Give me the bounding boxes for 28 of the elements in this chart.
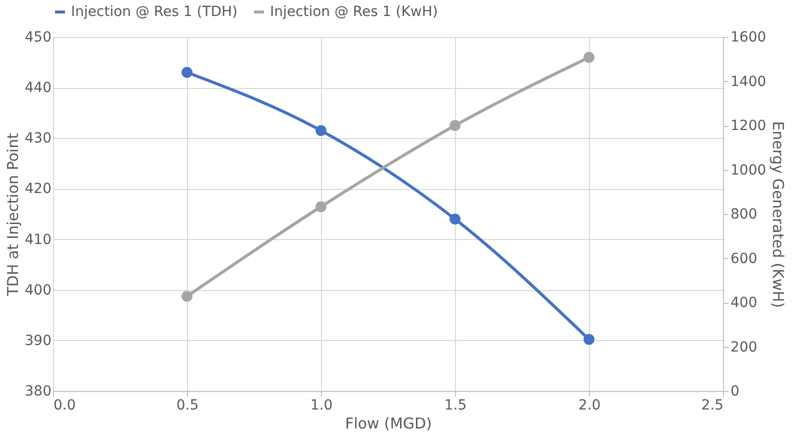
y-tick-label: 440 — [24, 80, 52, 96]
legend-label: Injection @ Res 1 (KwH) — [270, 4, 438, 20]
y-axis-title: TDH at Injection Point — [4, 132, 22, 297]
y-tick-label: 390 — [24, 332, 52, 349]
y2-tick-label: 0 — [730, 384, 740, 400]
y2-tick-label: 1400 — [730, 74, 766, 90]
x-tick-label: 1.5 — [444, 398, 467, 414]
y2-tick-label: 1600 — [730, 30, 766, 46]
y2-axis-title: Energy Generated (KwH) — [769, 121, 788, 308]
x-axis-title: Flow (MGD) — [345, 414, 432, 432]
y-tick-label: 380 — [24, 384, 52, 400]
y2-tick-label: 800 — [730, 206, 758, 222]
x-tick-label: 2.0 — [578, 398, 601, 414]
y-tick-label: 450 — [24, 30, 52, 46]
y2-tick-label: 1000 — [730, 162, 766, 178]
y2-tick-label: 200 — [730, 339, 758, 356]
y-tick-label: 420 — [24, 181, 52, 198]
x-tick-label: 0.0 — [54, 398, 76, 414]
x-tick-label: 2.5 — [701, 398, 724, 414]
x-tick-label: 0.5 — [176, 398, 199, 414]
y2-tick-label: 1200 — [730, 118, 766, 134]
legend-label: Injection @ Res 1 (TDH) — [71, 4, 238, 20]
y2-tick-label: 600 — [730, 250, 758, 267]
y-tick-label: 400 — [24, 282, 52, 298]
x-tick-label: 1.0 — [310, 398, 333, 414]
y-tick-label: 430 — [24, 130, 52, 147]
y-tick-label: 410 — [24, 232, 52, 248]
y2-tick-label: 400 — [730, 295, 758, 311]
